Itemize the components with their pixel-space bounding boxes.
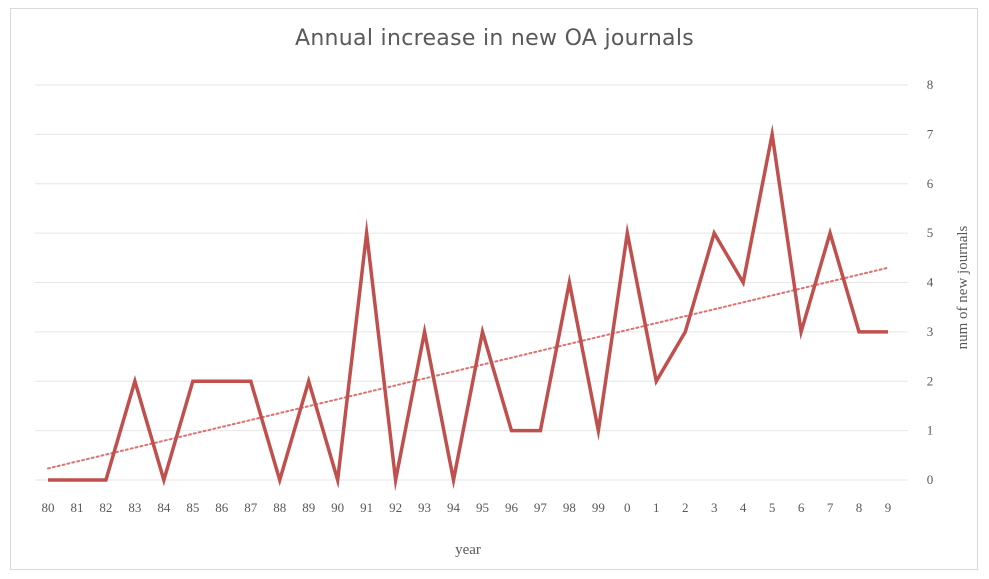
data-point: [684, 330, 687, 333]
x-tick-label: 1: [653, 500, 660, 515]
x-tick-labels: 80 81 82 83 84 85 86 87 88 89 90 91 92 93 94 95 96 97 98 99…: [42, 500, 892, 515]
x-tick-label: 97: [534, 500, 548, 515]
y-tick-label: 7: [927, 126, 934, 141]
data-point: [742, 281, 745, 284]
data-point: [568, 281, 571, 284]
data-point: [220, 380, 223, 383]
data-point: [336, 479, 339, 482]
x-tick-label: 82: [99, 500, 112, 515]
y-tick-labels: 0 1 2 3 4 5 6 7 8: [927, 77, 934, 487]
x-tick-label: 2: [682, 500, 689, 515]
x-tick-label: 96: [505, 500, 519, 515]
x-tick-label: 98: [563, 500, 576, 515]
x-tick-label: 7: [827, 500, 834, 515]
x-tick-label: 3: [711, 500, 718, 515]
data-point: [452, 479, 455, 482]
x-tick-label: 90: [331, 500, 344, 515]
data-point: [539, 429, 542, 432]
data-point: [771, 133, 774, 136]
y-tick-label: 3: [927, 324, 934, 339]
x-tick-label: 99: [592, 500, 605, 515]
data-point: [423, 330, 426, 333]
x-tick-label: 88: [273, 500, 286, 515]
x-tick-label: 85: [186, 500, 199, 515]
data-point: [481, 330, 484, 333]
data-point: [597, 429, 600, 432]
x-tick-label: 93: [418, 500, 431, 515]
data-point: [713, 232, 716, 235]
chart-title: Annual increase in new OA journals: [294, 26, 695, 51]
x-tick-label: 0: [624, 500, 631, 515]
x-axis-title: year: [455, 542, 481, 558]
trendline-group: [47, 266, 889, 470]
data-point: [858, 330, 861, 333]
y-tick-label: 2: [927, 373, 934, 388]
y-axis-title: num of new journals: [955, 225, 971, 349]
data-point: [510, 429, 513, 432]
x-tick-label: 81: [70, 500, 83, 515]
x-tick-label: 86: [215, 500, 229, 515]
data-point: [887, 330, 890, 333]
data-point: [47, 479, 50, 482]
y-tick-label: 0: [927, 472, 934, 487]
data-point: [800, 330, 803, 333]
data-point: [133, 380, 136, 383]
data-point: [365, 232, 368, 235]
data-point: [829, 232, 832, 235]
y-tick-label: 4: [927, 275, 934, 290]
data-point: [249, 380, 252, 383]
series-group: [47, 123, 890, 492]
x-tick-label: 4: [740, 500, 747, 515]
y-tick-label: 5: [927, 225, 934, 240]
series-line: [48, 123, 888, 492]
x-tick-label: 87: [244, 500, 258, 515]
x-tick-label: 91: [360, 500, 373, 515]
gridlines: [35, 84, 908, 481]
data-point: [191, 380, 194, 383]
x-tick-label: 5: [769, 500, 776, 515]
x-tick-label: 80: [42, 500, 55, 515]
x-tick-label: 6: [798, 500, 805, 515]
x-tick-label: 92: [389, 500, 402, 515]
data-point: [162, 479, 165, 482]
x-tick-label: 84: [157, 500, 171, 515]
x-tick-label: 9: [885, 500, 892, 515]
chart-frame: [10, 8, 978, 570]
y-tick-label: 1: [927, 423, 934, 438]
data-point: [626, 232, 629, 235]
data-point: [278, 479, 281, 482]
trendline: [47, 266, 889, 470]
x-tick-label: 95: [476, 500, 489, 515]
x-tick-label: 89: [302, 500, 315, 515]
data-point: [307, 380, 310, 383]
y-tick-label: 8: [927, 77, 934, 92]
x-tick-label: 8: [856, 500, 863, 515]
data-point: [394, 479, 397, 482]
data-point: [75, 479, 78, 482]
x-tick-label: 94: [447, 500, 461, 515]
x-tick-label: 83: [128, 500, 141, 515]
data-point: [104, 479, 107, 482]
y-tick-label: 6: [927, 176, 934, 191]
data-point: [655, 380, 658, 383]
